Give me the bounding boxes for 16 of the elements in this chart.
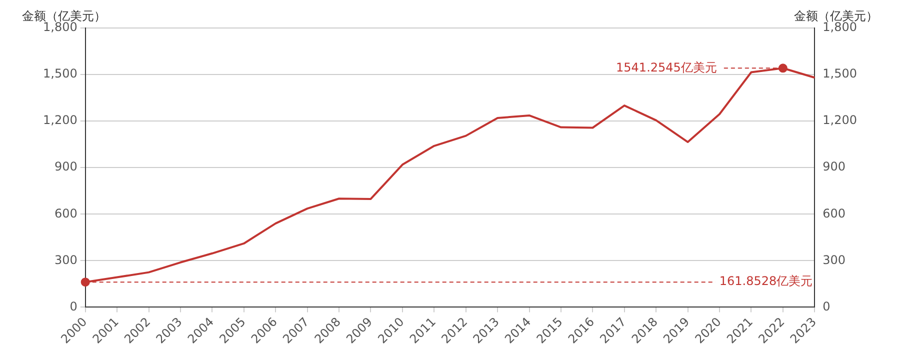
annotation: 1541.2545亿美元 <box>616 60 717 74</box>
y-tick-label: 300 <box>54 252 78 267</box>
y2-axis-title: 金额（亿美元） <box>794 9 878 24</box>
y-tick-label: 1,200 <box>42 113 78 128</box>
y-tick-label: 600 <box>54 206 78 220</box>
y2-tick-label: 0 <box>822 299 830 314</box>
y2-tick-label: 1,500 <box>822 66 858 81</box>
ref-line-label: 161.8528亿美元 <box>719 274 813 288</box>
y2-tick-label: 900 <box>822 160 846 174</box>
y-tick-label: 900 <box>54 160 78 174</box>
y-tick-label: 1,500 <box>42 66 78 81</box>
y-tick-label: 0 <box>70 299 78 314</box>
y2-tick-label: 1,200 <box>822 113 858 128</box>
y2-tick-label: 300 <box>822 252 846 267</box>
y2-tick-label: 600 <box>822 206 846 220</box>
y-axis-title: 金额（亿美元） <box>22 9 106 24</box>
